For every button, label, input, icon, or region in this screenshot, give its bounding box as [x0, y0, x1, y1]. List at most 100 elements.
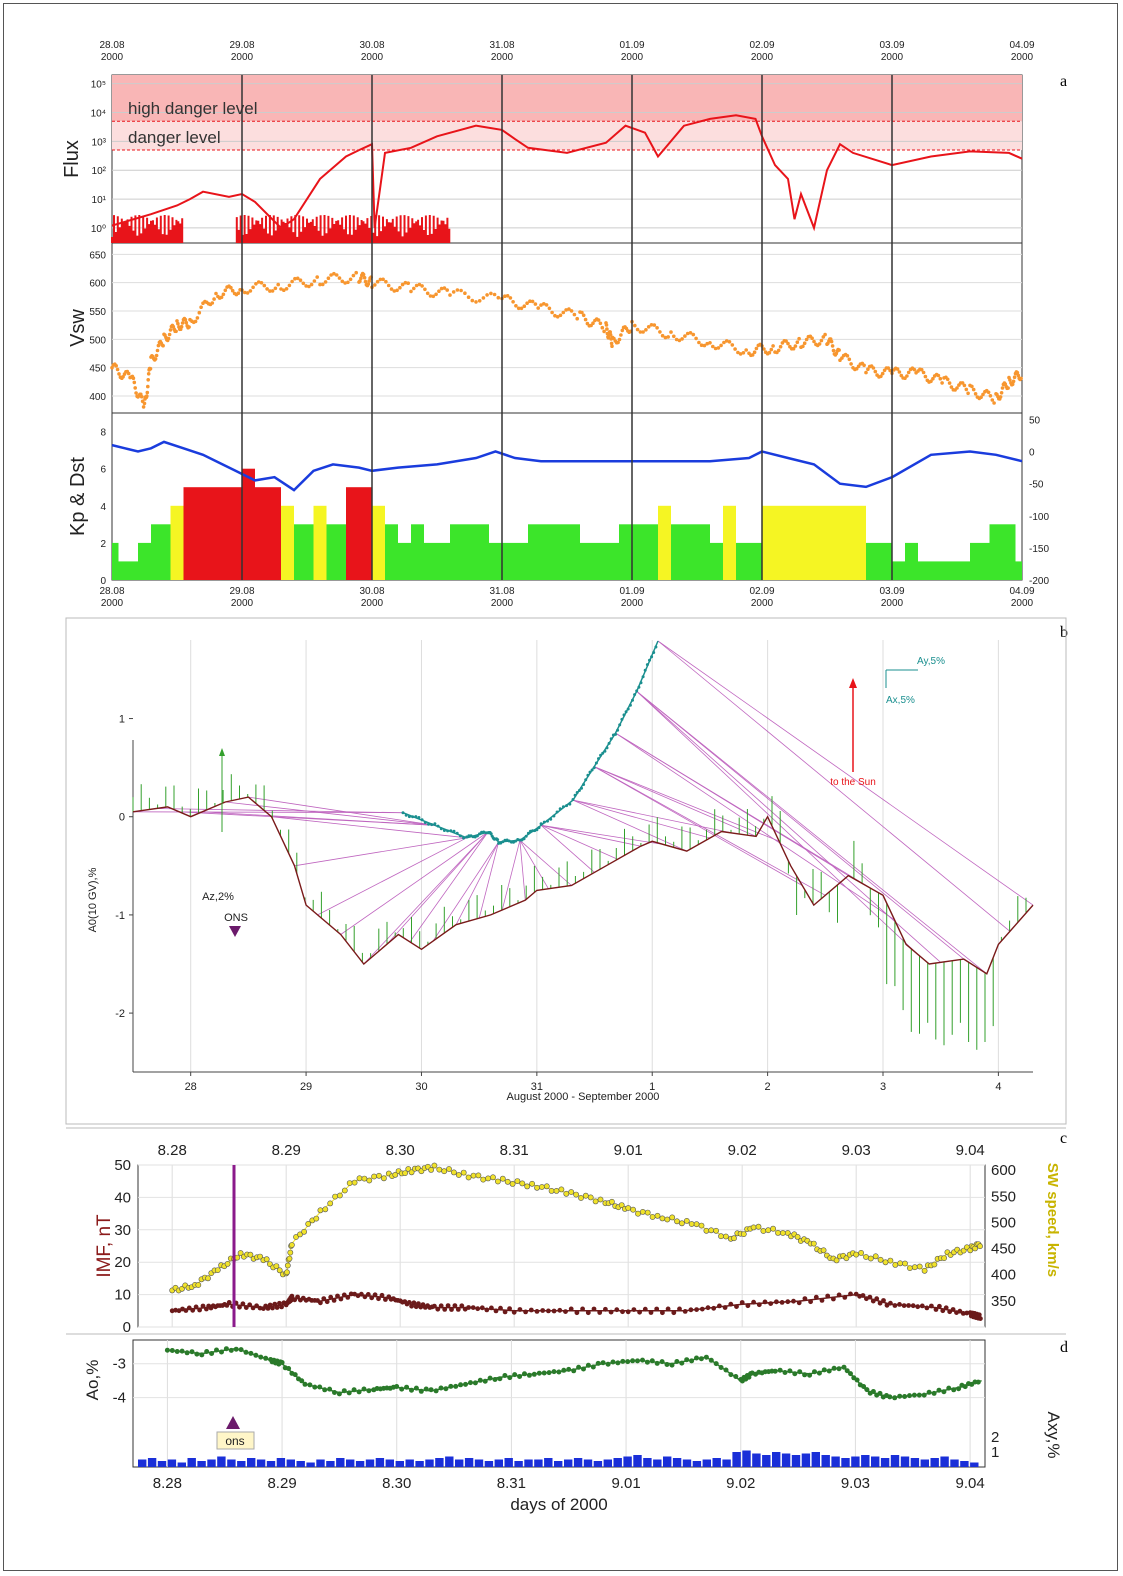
- ao-point: [337, 1391, 342, 1396]
- imf-point: [540, 1308, 545, 1313]
- axy-bar: [851, 1457, 859, 1468]
- vsw-point: [779, 345, 783, 349]
- connector-line: [341, 832, 488, 935]
- kp-bar: [151, 524, 171, 580]
- axy-bar: [772, 1452, 780, 1467]
- hodograph-point: [623, 713, 626, 716]
- connector-line: [541, 825, 641, 846]
- axy-bar: [406, 1460, 414, 1468]
- ao-point: [655, 1361, 660, 1366]
- vsw-point: [803, 341, 807, 345]
- axy-bar: [544, 1458, 552, 1467]
- axy-bar: [455, 1460, 463, 1468]
- imf-point: [881, 1298, 886, 1303]
- axy-bar: [188, 1458, 196, 1467]
- imf-point: [471, 1305, 476, 1310]
- vsw-point: [618, 338, 622, 342]
- axy-bar: [623, 1457, 631, 1468]
- bottom-x-tick-day: 04.09: [1009, 586, 1034, 597]
- imf-point: [279, 1305, 284, 1310]
- sw-speed-point: [645, 1210, 650, 1215]
- vsw-point: [154, 357, 158, 361]
- hodograph-point: [635, 689, 638, 692]
- hodograph-point: [608, 742, 611, 745]
- axy-bar: [574, 1458, 582, 1467]
- ao-point: [552, 1369, 557, 1374]
- axy-bar: [673, 1458, 681, 1467]
- axy-bar: [742, 1451, 750, 1468]
- ao-point: [248, 1351, 253, 1356]
- ao-point: [414, 1386, 419, 1391]
- imf-point: [654, 1307, 659, 1312]
- vsw-point: [463, 291, 467, 295]
- ao-point: [635, 1358, 640, 1363]
- sw-speed-point: [352, 1180, 357, 1185]
- axy-bar: [297, 1461, 305, 1467]
- ao-point: [453, 1384, 458, 1389]
- kp-bar: [385, 524, 398, 580]
- vsw-point: [180, 325, 184, 329]
- ao-point: [714, 1361, 719, 1366]
- ao-point: [483, 1379, 488, 1384]
- vsw-point: [963, 384, 967, 388]
- ao-point: [679, 1361, 684, 1366]
- sw-speed-point: [486, 1176, 491, 1181]
- sw-speed-point: [660, 1216, 665, 1221]
- ao-point: [596, 1361, 601, 1366]
- bottom-x-tick-year: 2000: [1011, 598, 1034, 609]
- kp-bar: [528, 524, 580, 580]
- imf-point: [603, 1307, 608, 1312]
- connector-line: [318, 838, 467, 915]
- sw-speed-point: [505, 1179, 510, 1184]
- vsw-point: [362, 273, 366, 277]
- vsw-point: [302, 282, 306, 286]
- vsw-point: [406, 281, 410, 285]
- ao-point: [907, 1393, 912, 1398]
- vsw-point: [349, 278, 353, 282]
- kp-bar: [398, 543, 411, 580]
- sw-speed-point: [288, 1250, 293, 1255]
- hodograph-point: [595, 762, 598, 765]
- vsw-y-tick-label: 400: [89, 392, 106, 403]
- ao-point: [448, 1384, 453, 1389]
- sw-speed-point: [821, 1248, 826, 1253]
- hodograph-point: [402, 811, 405, 814]
- vsw-point: [220, 296, 224, 300]
- bottom-x-tick-year: 2000: [881, 598, 904, 609]
- vsw-point: [452, 290, 456, 294]
- panel-c-y2-tick-label: 550: [991, 1188, 1016, 1205]
- ao-point: [394, 1384, 399, 1389]
- kp-y-tick-label: 2: [100, 539, 106, 550]
- sw-speed-points: [170, 1163, 983, 1293]
- panel-c-x-tick-label: 8.30: [386, 1142, 415, 1159]
- ao-point: [932, 1391, 937, 1396]
- sw-speed-point: [917, 1264, 922, 1269]
- vsw-point: [939, 377, 943, 381]
- axy-bar: [564, 1460, 572, 1468]
- high-danger-level-label: high danger level: [128, 99, 257, 118]
- ao-point: [286, 1366, 291, 1371]
- ao-point: [263, 1356, 268, 1361]
- vsw-point: [992, 401, 996, 405]
- vsw-point: [482, 296, 486, 300]
- sw-speed-point: [302, 1229, 307, 1234]
- sw-speed-point: [674, 1219, 679, 1224]
- vsw-point: [412, 287, 416, 291]
- vsw-point: [145, 394, 149, 398]
- hodograph-point: [572, 798, 575, 801]
- top-x-tick-day: 28.08: [99, 40, 124, 51]
- vsw-point: [731, 343, 735, 347]
- axy-bar: [386, 1460, 394, 1468]
- ao-point: [665, 1362, 670, 1367]
- hodograph-point: [433, 822, 436, 825]
- sw-speed-point: [922, 1268, 927, 1273]
- imf-point: [803, 1296, 808, 1301]
- hodograph-line: [403, 641, 658, 842]
- sw-speed-point: [520, 1181, 525, 1186]
- ay-scale-label: Ay,5%: [917, 656, 945, 667]
- imf-point: [575, 1310, 580, 1315]
- vsw-point: [146, 391, 150, 395]
- connector-lines: [133, 641, 1033, 974]
- imf-point: [332, 1298, 337, 1303]
- axy-bar: [336, 1458, 344, 1467]
